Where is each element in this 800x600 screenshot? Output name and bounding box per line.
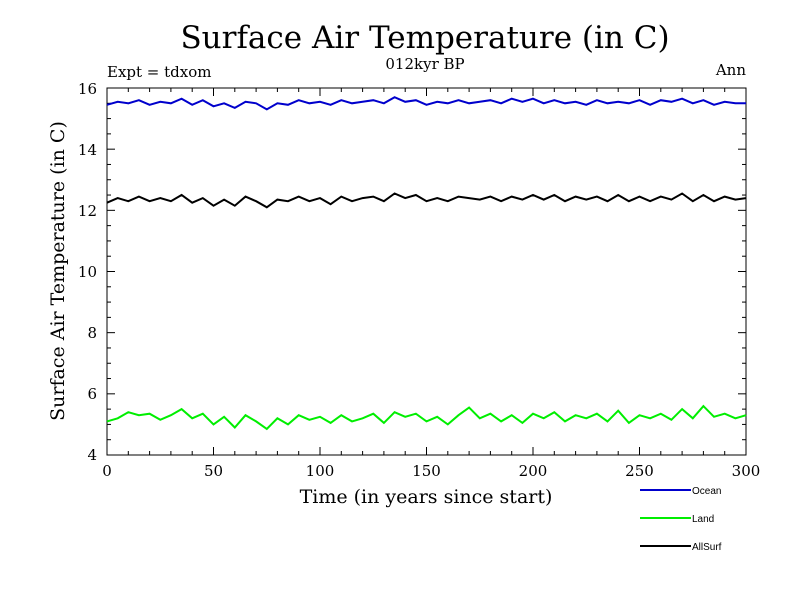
legend: Ocean Land AllSurf: [640, 486, 722, 553]
y-tick-label: 10: [78, 263, 97, 281]
x-axis-label: Time (in years since start): [300, 486, 553, 508]
x-tick-label: 100: [306, 462, 335, 480]
legend-label-land: Land: [692, 514, 714, 525]
series-line-allsurf: [106, 192, 747, 209]
x-tick-label: 300: [732, 462, 761, 480]
chart-title: Surface Air Temperature (in C): [180, 20, 669, 56]
x-axis-ticks: [106, 88, 747, 455]
y-tick-label: 14: [78, 141, 97, 159]
y-axis-label: Surface Air Temperature (in C): [47, 121, 69, 421]
x-tick-label: 200: [519, 462, 548, 480]
season-label: Ann: [715, 61, 746, 79]
chart-subtitle: 012kyr BP: [385, 55, 464, 73]
x-tick-label: 250: [625, 462, 654, 480]
x-tick-label: 150: [412, 462, 441, 480]
y-axis-ticks: [107, 87, 746, 456]
y-tick-label: 12: [78, 202, 97, 220]
plot-area-frame: [106, 87, 747, 456]
series-line-ocean: [106, 96, 746, 111]
x-tick-label: 0: [102, 462, 112, 480]
y-tick-label: 6: [87, 385, 97, 403]
y-tick-label: 16: [78, 80, 97, 98]
legend-label-ocean: Ocean: [692, 486, 721, 497]
y-tick-label: 4: [87, 446, 97, 464]
series-line-land: [106, 404, 747, 431]
y-tick-labels: 4 6 8 10 12 14 16: [78, 80, 97, 464]
legend-label-allsurf: AllSurf: [692, 542, 722, 553]
x-tick-label: 50: [204, 462, 223, 480]
experiment-label: Expt = tdxom: [107, 63, 212, 81]
y-tick-label: 8: [87, 324, 97, 342]
x-tick-labels: 0 50 100 150 200 250 300: [102, 462, 760, 480]
